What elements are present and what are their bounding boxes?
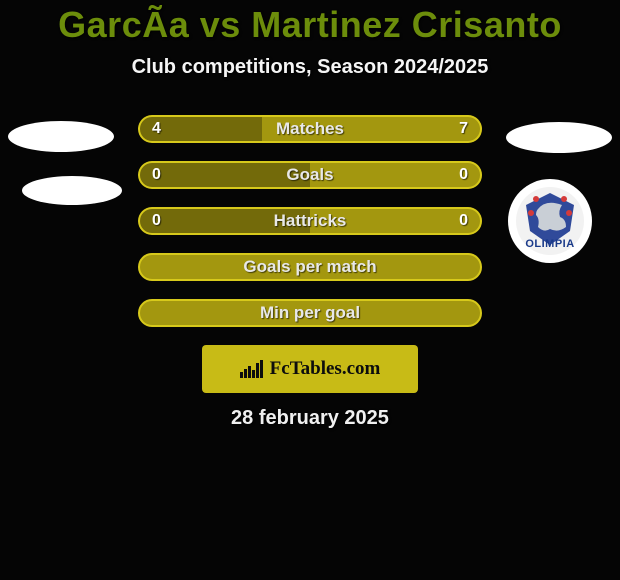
stat-label: Goals — [178, 165, 442, 185]
stat-row-empty: Min per goal — [138, 299, 482, 327]
stat-row: 0Goals0 — [138, 161, 482, 189]
date-text: 28 february 2025 — [0, 407, 620, 430]
brand-text: FcTables.com — [270, 358, 381, 380]
stat-row: 4Matches7 — [138, 115, 482, 143]
barchart-icon — [240, 360, 264, 378]
left-club-badge-1 — [8, 121, 114, 152]
stat-row: 0Hattricks0 — [138, 207, 482, 235]
stat-label: Hattricks — [178, 211, 442, 231]
stat-value-right: 0 — [442, 212, 482, 230]
stat-row-empty: Goals per match — [138, 253, 482, 281]
right-club-badge-2: OLIMPIA — [508, 179, 592, 263]
stat-label: Min per goal — [260, 303, 360, 323]
comparison-title: GarcÃ­a vs Martinez Crisanto — [0, 4, 620, 46]
stat-value-left: 0 — [138, 166, 178, 184]
stat-value-left: 0 — [138, 212, 178, 230]
brand-box: FcTables.com — [202, 345, 418, 393]
stat-value-left: 4 — [138, 120, 178, 138]
right-club-badge-1 — [506, 122, 612, 153]
stat-value-right: 0 — [442, 166, 482, 184]
left-club-badge-2 — [22, 176, 122, 205]
stat-value-right: 7 — [442, 120, 482, 138]
right-club-label: OLIMPIA — [525, 238, 574, 250]
comparison-subtitle: Club competitions, Season 2024/2025 — [0, 56, 620, 79]
stat-label: Matches — [178, 119, 442, 139]
stat-rows: 4Matches70Goals00Hattricks0Goals per mat… — [138, 115, 482, 327]
stat-label: Goals per match — [243, 257, 376, 277]
